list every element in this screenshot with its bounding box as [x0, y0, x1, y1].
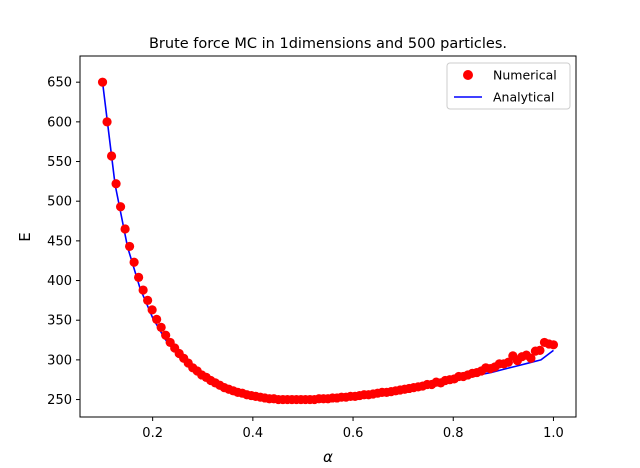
y-tick-label: 450 [47, 234, 72, 249]
numerical-point [120, 224, 130, 234]
numerical-point [548, 340, 559, 350]
numerical-point [129, 257, 139, 267]
x-tick-label: 0.2 [142, 426, 163, 441]
x-tick-label: 1.0 [543, 426, 564, 441]
y-tick-label: 400 [47, 274, 72, 289]
numerical-point [138, 285, 148, 295]
x-tick-label: 0.8 [443, 426, 464, 441]
numerical-series [97, 77, 559, 405]
numerical-point [111, 179, 121, 189]
plot-frame [79, 55, 577, 418]
numerical-point [503, 357, 513, 367]
legend-analytical-label: Analytical [493, 90, 554, 105]
y-axis-title: E [16, 232, 34, 241]
numerical-point [147, 305, 157, 315]
numerical-point [102, 117, 112, 127]
numerical-point [161, 330, 171, 340]
numerical-point [134, 272, 144, 282]
numerical-point [125, 241, 135, 252]
legend-numerical-marker [463, 70, 473, 80]
y-tick-label: 550 [47, 155, 72, 170]
numerical-point [97, 77, 108, 87]
legend: Numerical Analytical [446, 62, 571, 110]
legend-numerical-label: Numerical [493, 68, 557, 83]
chart-title: Brute force MC in 1dimensions and 500 pa… [149, 36, 507, 52]
numerical-point [526, 353, 536, 363]
numerical-point [106, 151, 117, 161]
numerical-point [143, 295, 153, 305]
y-tick-label: 600 [47, 115, 72, 130]
plot-area [80, 56, 576, 417]
x-axis-ticks: 0.2 0.4 0.6 0.8 1.0 [142, 417, 564, 441]
numerical-point [115, 202, 126, 212]
y-axis-ticks: 250 300 350 400 450 500 550 600 650 [47, 76, 80, 408]
numerical-point [535, 345, 545, 355]
numerical-point [152, 314, 162, 325]
y-tick-label: 250 [47, 393, 72, 408]
x-tick-label: 0.6 [343, 426, 364, 441]
x-tick-label: 0.4 [243, 426, 264, 441]
y-tick-label: 650 [47, 76, 72, 91]
x-axis-title: α [323, 448, 333, 466]
y-tick-label: 350 [47, 314, 72, 329]
y-tick-label: 300 [47, 353, 72, 368]
y-tick-label: 500 [47, 195, 72, 210]
numerical-point [156, 322, 166, 332]
